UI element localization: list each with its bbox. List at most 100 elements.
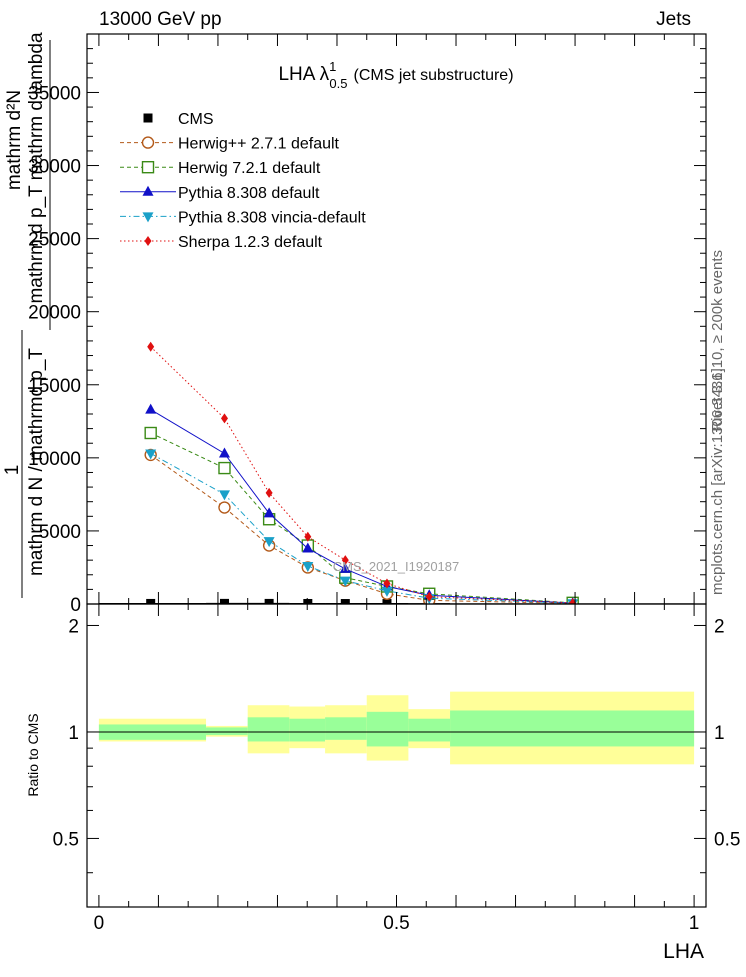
legend-label: Pythia 8.308 default: [178, 185, 320, 202]
y-tick-label: 35000: [28, 83, 81, 104]
data-point: [302, 562, 314, 572]
series-line: [150, 346, 573, 604]
data-point: [304, 531, 312, 542]
data-point: [218, 501, 231, 514]
data-point: [218, 490, 230, 501]
main-axes: 0 5000 10000 15000 20000 25000 30000 35000: [28, 33, 707, 616]
series-line: [150, 454, 573, 604]
legend-item: Sherpa 1.2.3 default: [120, 234, 323, 251]
legend-marker: [141, 160, 155, 174]
legend-label: Pythia 8.308 vincia-default: [178, 209, 366, 226]
series-5: [147, 341, 577, 604]
data-point: [339, 576, 351, 587]
y-tick-label: 10000: [28, 449, 81, 470]
side-label-bottom: mcplots.cern.ch [arXiv:1306.3436]: [709, 368, 726, 595]
data-point: [382, 599, 392, 604]
data-point: [145, 449, 157, 460]
x-tick-label: 0: [94, 913, 105, 934]
watermark-label: CMS_2021_I1920187: [333, 559, 460, 574]
ratio-stat-band: [247, 717, 290, 742]
legend: CMS Herwig++ 2.7.1 default Herwig 7.2.1 de…: [120, 111, 366, 251]
data-point: [144, 426, 157, 440]
x-axis-label: LHA: [663, 940, 704, 963]
data-point: [339, 562, 351, 573]
ratio-stat-band: [366, 711, 409, 747]
y-tick-label: 20000: [28, 303, 81, 324]
chart-title-suffix: (CMS jet substructure): [353, 67, 513, 84]
ratio-stat-band: [450, 710, 695, 747]
side-label-top: Rivet 3.1.10, ≥ 200k events: [709, 250, 726, 432]
data-point: [220, 413, 228, 424]
ratio-y-tick-label-right: 0.5: [714, 829, 740, 850]
legend-item: Pythia 8.308 vincia-default: [120, 209, 366, 226]
header-left: 13000 GeV pp: [99, 9, 222, 30]
data-point: [341, 555, 349, 566]
ratio-stat-band: [325, 717, 367, 740]
chart-title-main: LHA λ: [278, 64, 329, 85]
ratio-y-tick-label-left: 2: [68, 616, 79, 637]
legend-marker: [143, 113, 153, 123]
legend-marker: [142, 185, 154, 196]
ylabel-one: 1: [2, 465, 23, 476]
data-point: [263, 537, 275, 548]
ratio-stat-band: [206, 727, 248, 736]
legend-label: CMS: [178, 111, 214, 128]
legend-label: Herwig 7.2.1 default: [178, 160, 321, 177]
ratio-axes: 0 0.5 1 0.5 0.5 1 1 2 2: [53, 603, 740, 934]
ylabel-denominator: mathrm d N / mathrmd p_T: [26, 348, 47, 576]
legend-item: Herwig++ 2.7.1 default: [120, 136, 340, 153]
chart-title-sup: 1: [329, 59, 336, 74]
y-tick-label: 0: [70, 595, 81, 616]
legend-item: CMS: [143, 111, 214, 128]
legend-label: Herwig++ 2.7.1 default: [178, 136, 340, 153]
ratio-stat-band: [408, 718, 451, 742]
legend-item: Herwig 7.2.1 default: [120, 160, 321, 177]
ylabel-derivative: mathrm d p_T mathrm d lambda: [26, 32, 47, 303]
data-point: [146, 598, 156, 604]
legend-label: Sherpa 1.2.3 default: [178, 234, 323, 251]
header-right: Jets: [656, 9, 691, 30]
ylabel-numerator: mathrm d²N: [4, 90, 25, 190]
data-point: [425, 591, 433, 602]
data-point: [383, 578, 391, 589]
y-tick-label: 5000: [39, 522, 81, 543]
ratio-y-tick-label-right: 1: [714, 723, 725, 744]
data-point: [218, 461, 231, 475]
data-point: [145, 403, 157, 414]
data-point: [264, 598, 274, 604]
ratio-y-tick-label-left: 0.5: [53, 829, 79, 850]
ratio-y-tick-label-left: 1: [68, 723, 79, 744]
data-point: [263, 507, 275, 518]
data-point: [219, 598, 229, 604]
series-2: [144, 426, 579, 604]
x-tick-label: 1: [689, 913, 700, 934]
data-point: [218, 447, 230, 458]
data-point: [381, 586, 393, 597]
ratio-bands-layer: [87, 691, 706, 765]
ratio-ylabel: Ratio to CMS: [25, 713, 41, 796]
legend-item: Pythia 8.308 default: [120, 185, 320, 202]
chart-title: LHA λ1 0.5 (CMS jet substructure): [278, 59, 513, 91]
legend-marker: [144, 236, 152, 246]
data-point: [303, 598, 313, 604]
ratio-stat-band: [289, 718, 326, 742]
series-line: [150, 409, 573, 604]
series-line: [150, 453, 573, 604]
ratio-y-tick-label-right: 2: [714, 616, 725, 637]
main-ylabel: mathrm d²N mathrm d p_T mathrm d lambda 1 m…: [2, 32, 51, 598]
main-series-layer: [98, 341, 695, 604]
y-tick-label: 30000: [28, 157, 81, 178]
data-point: [147, 341, 155, 352]
data-point: [302, 542, 314, 553]
data-point: [569, 597, 577, 604]
legend-marker: [142, 212, 154, 223]
data-point: [340, 599, 350, 604]
y-tick-label: 25000: [28, 230, 81, 251]
chart-title-sub: 0.5: [329, 76, 347, 91]
series-line: [150, 432, 573, 604]
series-3: [145, 403, 577, 604]
series-4: [145, 449, 579, 604]
data-point: [265, 487, 273, 498]
